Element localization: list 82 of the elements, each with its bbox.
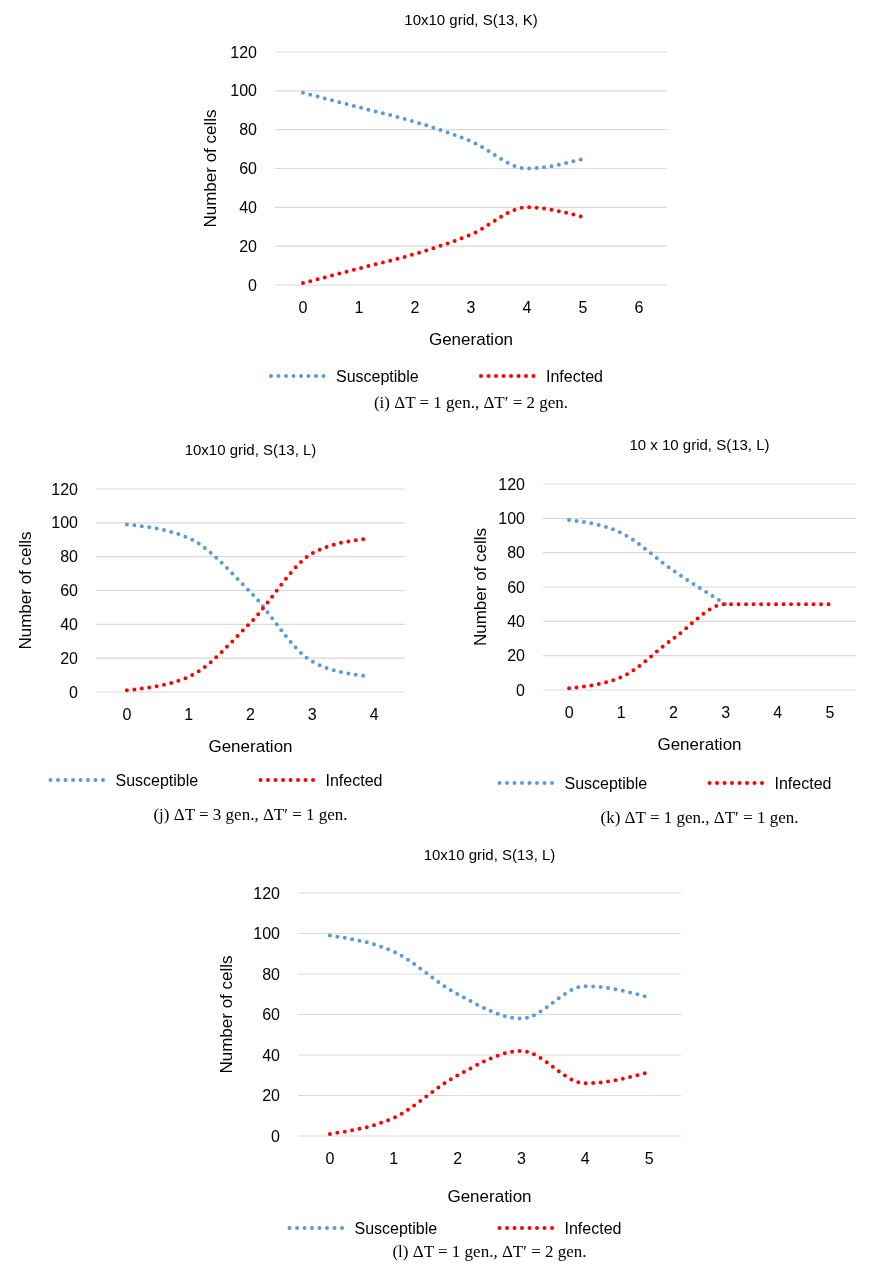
line-series (301, 205, 585, 286)
y-tick-label: 0 (248, 276, 258, 294)
y-tick-label: 40 (239, 198, 258, 216)
y-tick-label: 40 (507, 612, 526, 630)
y-axis-title: Number of cells (200, 109, 220, 228)
x-tick-label: 3 (307, 706, 317, 723)
y-axis-title: Number of cells (216, 955, 236, 1074)
text: (k) ΔT = 1 gen., ΔT′ = 1 gen. (600, 808, 799, 827)
text: (i) ΔT = 1 gen., ΔT′ = 2 gen. (373, 393, 569, 412)
legend-label: Infected (774, 774, 832, 792)
legend-label: Susceptible (115, 771, 199, 789)
y-tick-label: 80 (507, 544, 526, 562)
y-tick-label: 0 (69, 683, 79, 701)
line-series (124, 536, 367, 693)
y-tick-label: 40 (262, 1046, 281, 1064)
x-tick-label: 2 (453, 1150, 463, 1167)
y-tick-label: 0 (516, 681, 526, 699)
y-tick-label: 80 (262, 965, 281, 983)
line-series (301, 90, 585, 171)
y-tick-label: 20 (262, 1087, 281, 1105)
y-tick-label: 60 (262, 1006, 281, 1024)
chart-title: 10x10 grid, S(13, L) (184, 441, 317, 458)
y-tick-label: 20 (507, 647, 526, 665)
x-tick-label: 1 (616, 704, 626, 721)
chart-title: 10x10 grid, S(13, L) (423, 846, 556, 863)
x-axis-title: Generation (447, 1187, 532, 1206)
y-tick-label: 60 (239, 160, 258, 178)
y-tick-label: 100 (51, 514, 79, 532)
line-series (567, 518, 728, 607)
x-tick-label: 4 (580, 1150, 590, 1167)
x-tick-label: 3 (721, 704, 731, 721)
x-tick-label: 3 (466, 299, 476, 316)
y-tick-label: 0 (271, 1127, 281, 1145)
x-tick-label: 4 (773, 704, 783, 721)
chart-title: 10x10 grid, S(13, K) (404, 11, 538, 28)
x-tick-label: 4 (369, 706, 379, 723)
y-tick-label: 120 (51, 480, 79, 498)
y-tick-label: 80 (60, 548, 79, 566)
legend-label: Susceptible (336, 367, 419, 385)
x-axis-title: Generation (657, 735, 742, 754)
x-tick-label: 4 (522, 299, 532, 316)
y-tick-label: 20 (239, 237, 258, 255)
x-tick-label: 0 (564, 704, 574, 721)
y-tick-label: 120 (253, 884, 281, 902)
x-tick-label: 1 (389, 1150, 399, 1167)
y-tick-label: 80 (239, 121, 258, 139)
legend-label: Susceptible (564, 774, 648, 792)
x-tick-label: 5 (825, 704, 835, 721)
y-tick-label: 120 (230, 43, 258, 61)
x-tick-label: 5 (578, 299, 588, 316)
text: (j) ΔT = 3 gen., ΔT′ = 1 gen. (153, 805, 348, 824)
y-tick-label: 100 (253, 925, 281, 943)
x-axis-title: Generation (208, 737, 293, 756)
x-tick-label: 0 (298, 299, 308, 316)
line-series (124, 522, 367, 678)
legend-label: Infected (325, 771, 383, 789)
y-tick-label: 100 (498, 509, 526, 527)
line-series (567, 602, 832, 691)
x-axis-title: Generation (428, 330, 514, 349)
legend-label: Infected (546, 367, 603, 385)
x-tick-label: 6 (634, 299, 644, 316)
y-tick-label: 60 (507, 578, 526, 596)
text: (l) ΔT = 1 gen., ΔT′ = 2 gen. (392, 1242, 587, 1261)
y-axis-title: Number of cells (470, 527, 490, 647)
y-axis-title: Number of cells (15, 531, 35, 650)
legend-label: Infected (564, 1219, 622, 1237)
y-tick-label: 40 (60, 615, 79, 633)
y-tick-label: 120 (498, 475, 526, 493)
x-tick-label: 1 (184, 706, 194, 723)
x-tick-label: 2 (246, 706, 256, 723)
x-tick-label: 5 (644, 1150, 654, 1167)
legend-label: Susceptible (354, 1219, 438, 1237)
y-tick-label: 60 (60, 582, 79, 600)
x-tick-label: 3 (516, 1150, 526, 1167)
x-tick-label: 0 (122, 706, 132, 723)
x-tick-label: 2 (410, 299, 420, 316)
y-tick-label: 100 (230, 82, 258, 100)
x-tick-label: 2 (668, 704, 678, 721)
x-tick-label: 0 (325, 1150, 335, 1167)
x-tick-label: 1 (354, 299, 364, 316)
y-tick-label: 20 (60, 649, 79, 667)
chart-title: 10 x 10 grid, S(13, L) (629, 436, 770, 453)
